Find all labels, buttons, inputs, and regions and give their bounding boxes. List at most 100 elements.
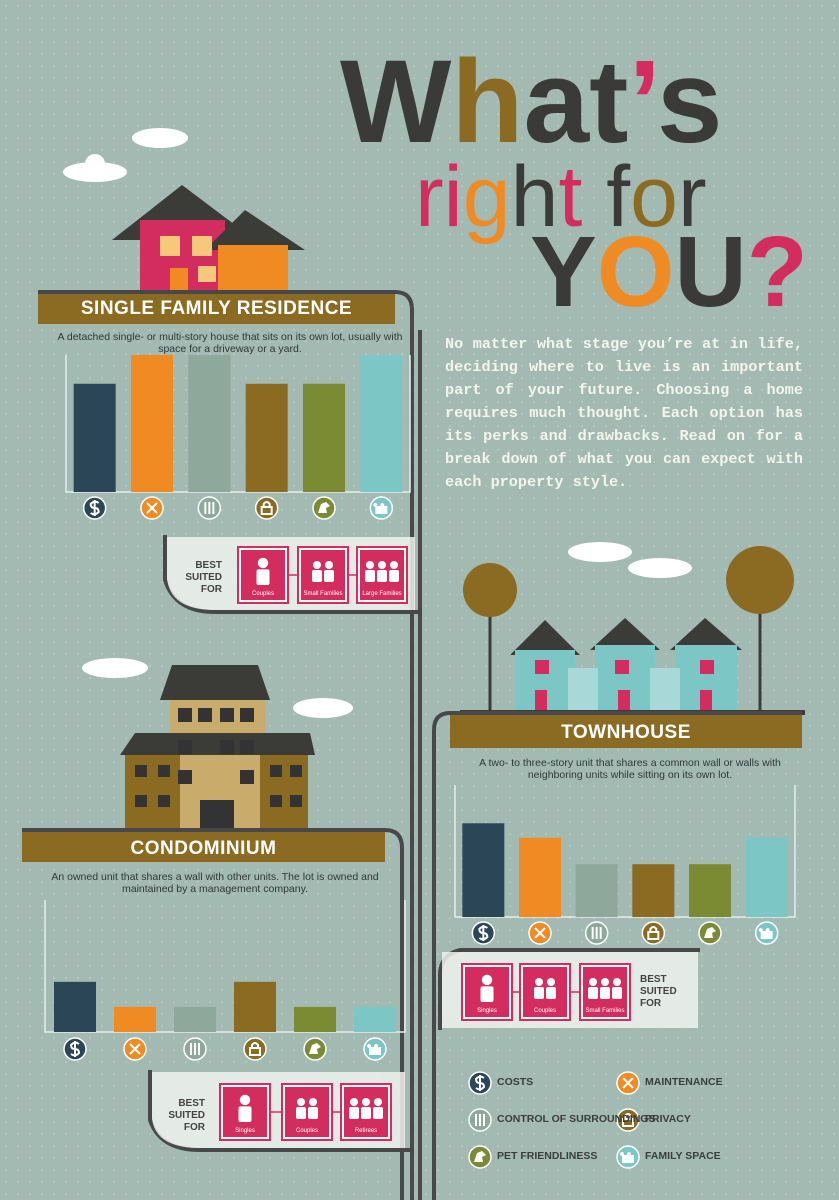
icon-glyph <box>475 1114 485 1126</box>
person-body <box>324 570 334 582</box>
icon <box>63 1037 87 1061</box>
icon-glyph <box>69 1041 81 1057</box>
suited-box <box>356 546 408 604</box>
bar <box>745 837 788 917</box>
icon-glyph <box>620 1151 634 1163</box>
suited-tile <box>301 550 345 600</box>
person-head <box>350 1098 358 1106</box>
legend-label: MAINTENANCE <box>645 1076 723 1088</box>
bar <box>188 355 231 492</box>
icon <box>243 1037 267 1061</box>
person-body <box>349 1107 359 1119</box>
icon <box>468 1071 492 1095</box>
section-description: An owned unit that shares a wall with ot… <box>51 871 379 895</box>
bar <box>114 1006 156 1032</box>
person-body <box>361 1107 371 1119</box>
suited-box <box>461 963 520 1021</box>
icon-glyph <box>478 925 489 941</box>
bar <box>360 355 403 492</box>
bar <box>689 864 731 917</box>
suited-name: Large Families <box>362 591 402 597</box>
person-head <box>547 978 555 986</box>
person-body <box>588 987 598 999</box>
suited-name: Small Families <box>585 1008 625 1014</box>
icon-glyph <box>474 1151 486 1162</box>
person-head <box>297 1098 305 1106</box>
icon-glyph <box>591 927 602 939</box>
icon <box>471 921 496 945</box>
bar <box>234 981 276 1032</box>
suited-name: Couples <box>295 1128 318 1134</box>
icon-glyph <box>190 1043 200 1055</box>
section-title: TOWNHOUSE <box>561 722 691 743</box>
icon <box>754 921 779 945</box>
person-head <box>374 1098 382 1106</box>
title-line: YOU? <box>530 216 808 328</box>
person-head <box>535 978 543 986</box>
bar <box>462 823 505 917</box>
icon <box>468 1108 492 1132</box>
section-title: SINGLE FAMILY RESIDENCE <box>80 298 353 319</box>
best-suited-label: BEST SUITED FOR <box>640 974 677 1009</box>
house <box>112 185 305 290</box>
person-body <box>312 570 322 582</box>
person-head <box>390 561 398 569</box>
icon <box>616 1145 640 1169</box>
icon <box>616 1071 640 1095</box>
person-head <box>601 978 609 986</box>
intro: No matter what stage you’re at in life, … <box>445 335 803 491</box>
icon <box>303 1037 327 1061</box>
icon-glyph <box>373 502 388 514</box>
person-body <box>389 570 399 582</box>
icon-glyph <box>146 502 158 514</box>
icon-glyph <box>367 1043 381 1055</box>
person-body <box>480 986 494 1002</box>
bar <box>519 837 561 917</box>
suited-name: Singles <box>477 1008 497 1014</box>
icon-glyph <box>647 926 660 940</box>
person-head <box>613 978 621 986</box>
suited-name: Couples <box>251 591 274 597</box>
icon-glyph <box>622 1113 634 1127</box>
condo-building <box>120 665 315 830</box>
suited-box <box>579 963 631 1021</box>
icon <box>369 496 394 520</box>
icon <box>363 1037 387 1061</box>
icon <box>183 1037 207 1061</box>
icon-glyph <box>474 1075 486 1091</box>
icon-glyph <box>129 1043 141 1055</box>
icon-glyph <box>249 1042 261 1056</box>
icon-glyph <box>89 500 100 516</box>
icon <box>140 496 164 520</box>
icon-glyph <box>260 501 273 515</box>
icon-glyph <box>622 1077 634 1089</box>
title-line: right for <box>415 149 707 245</box>
bar <box>73 383 116 492</box>
bands <box>22 294 802 862</box>
person-body <box>377 570 387 582</box>
legend-label: PRIVACY <box>645 1113 691 1125</box>
icon <box>616 1108 640 1132</box>
legend-label: FAMILY SPACE <box>645 1150 721 1162</box>
suited-box <box>219 1083 282 1141</box>
suited-name: Couples <box>533 1008 556 1014</box>
bar <box>174 1006 216 1032</box>
person-body <box>296 1107 306 1119</box>
bar <box>303 383 345 492</box>
person-body <box>534 987 544 999</box>
icon <box>197 496 222 520</box>
icon <box>312 496 336 520</box>
bar <box>575 864 618 917</box>
suited-tile <box>285 1087 329 1137</box>
suited-box <box>281 1083 341 1141</box>
plot-frame <box>454 785 796 918</box>
suited-box <box>297 546 357 604</box>
person-body <box>612 987 622 999</box>
bar <box>632 864 675 917</box>
person-body <box>365 570 375 582</box>
icon <box>528 921 552 945</box>
icon-glyph <box>318 502 330 513</box>
suited-name: Singles <box>235 1128 255 1134</box>
